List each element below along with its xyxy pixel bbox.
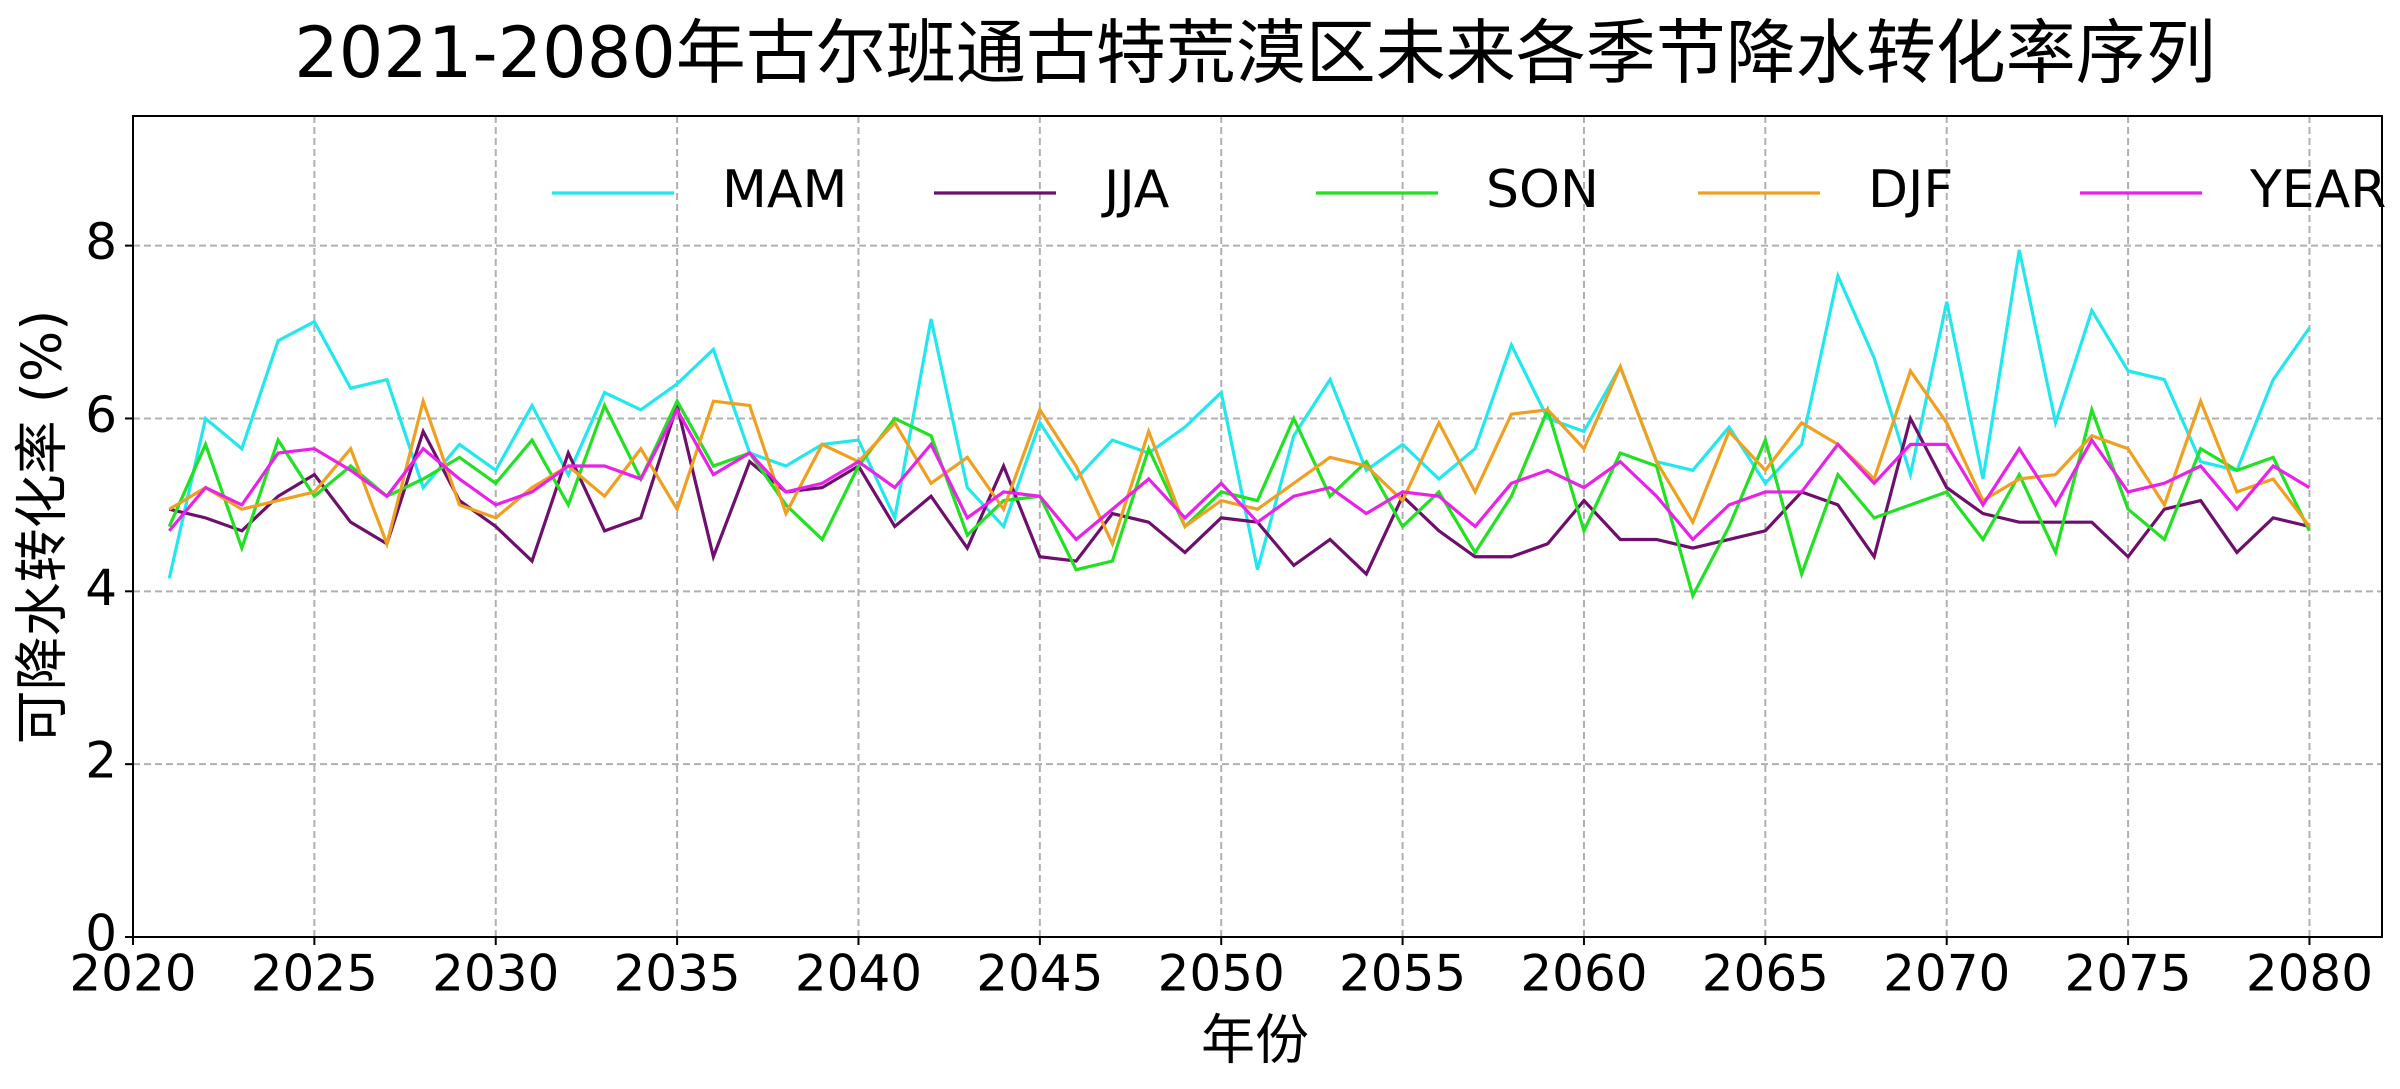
legend-label: DJF [1868, 160, 1953, 220]
x-tick-label: 2035 [613, 945, 740, 1003]
x-tick-label: 2060 [1520, 945, 1647, 1003]
x-tick-label: 2070 [1883, 945, 2010, 1003]
x-tick-label: 2050 [1158, 945, 1285, 1003]
plot-frame [132, 115, 2383, 938]
legend-label: YEAR [2249, 160, 2386, 220]
legend-label: JJA [1101, 160, 1170, 220]
x-tick-label: 2020 [69, 945, 196, 1003]
legend-label: SON [1486, 160, 1599, 220]
x-axis-label: 年份 [1201, 1009, 1309, 1072]
series-line [168, 399, 2310, 577]
series-line [168, 406, 2311, 542]
x-tick-label: 2055 [1339, 945, 1466, 1003]
y-tick-label: 6 [85, 386, 117, 444]
x-tick-label: 2075 [2064, 945, 2191, 1003]
y-axis-label: 可降水转化率 (%) [11, 310, 74, 745]
series-line [167, 397, 2311, 600]
y-tick-label: 4 [85, 559, 117, 617]
y-tick-label: 8 [85, 213, 117, 271]
legend-label: MAM [722, 160, 847, 220]
x-tick-label: 2025 [251, 945, 378, 1003]
x-tick-label: 2065 [1702, 945, 1829, 1003]
series-line [168, 362, 2311, 550]
x-tick-label: 2045 [976, 945, 1103, 1003]
series-line [167, 249, 2311, 579]
y-tick-label: 0 [85, 905, 117, 963]
y-tick-label: 2 [85, 732, 117, 790]
x-tick-label: 2080 [2246, 945, 2373, 1003]
x-tick-label: 2040 [795, 945, 922, 1003]
chart-title: 2021-2080年古尔班通古特荒漠区未来各季节降水转化率序列 [294, 12, 2216, 94]
x-tick-label: 2030 [432, 945, 559, 1003]
